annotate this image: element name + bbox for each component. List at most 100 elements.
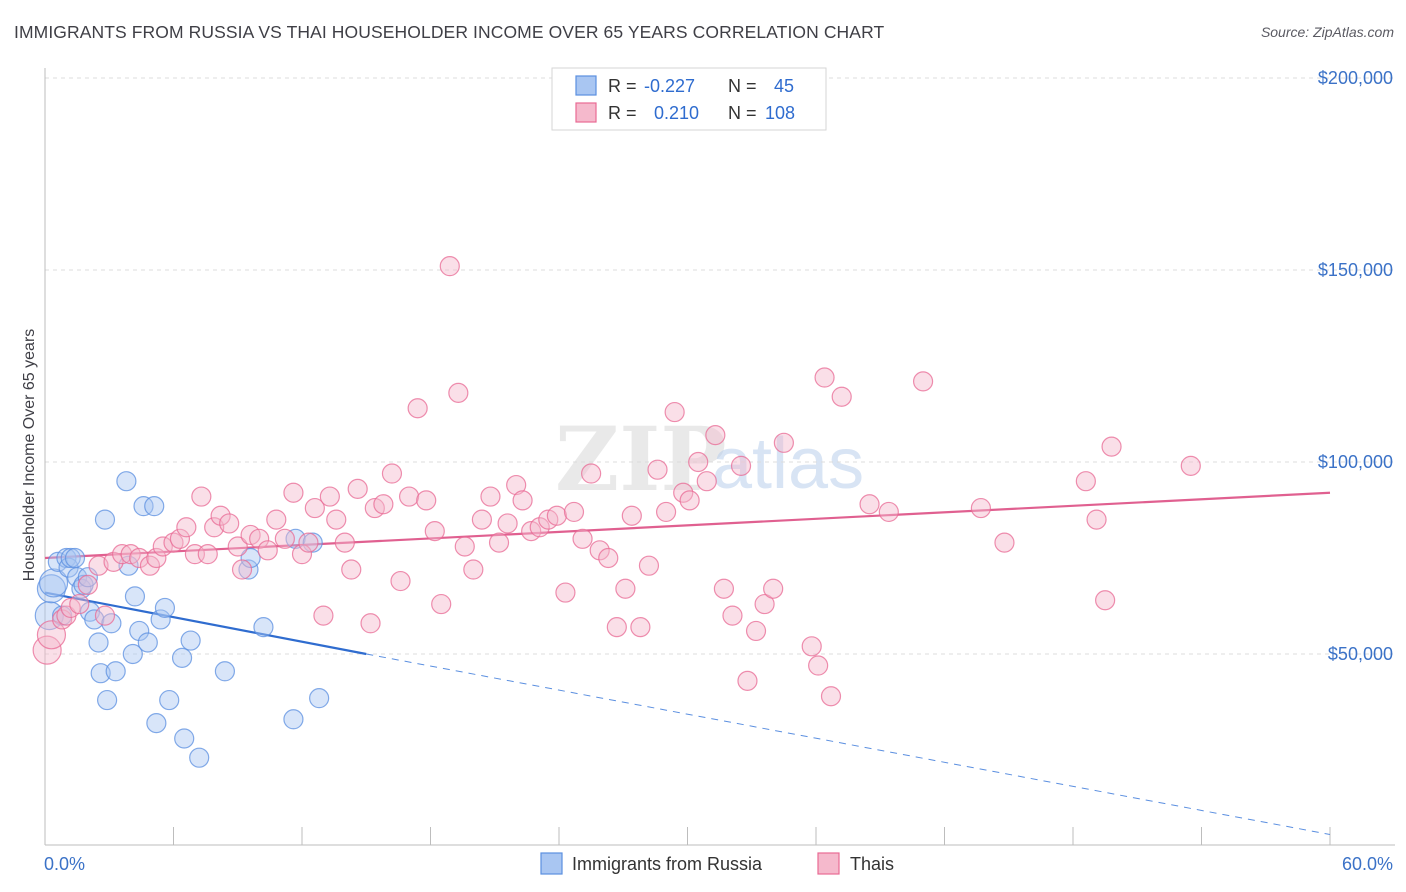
- point-thais: [615, 578, 636, 599]
- point-thais: [912, 371, 934, 392]
- point-thais: [454, 536, 475, 557]
- point-russia: [159, 689, 180, 711]
- point-russia: [90, 663, 111, 684]
- point-thais: [471, 509, 492, 530]
- point-russia: [309, 688, 330, 709]
- point-thais: [291, 544, 313, 565]
- point-thais: [298, 532, 319, 553]
- chart-title: IMMIGRANTS FROM RUSSIA VS THAI HOUSEHOLD…: [14, 22, 885, 42]
- point-russia: [38, 568, 69, 598]
- point-russia: [171, 647, 193, 668]
- series-label-thais: Thais: [850, 854, 894, 874]
- point-thais: [69, 593, 90, 615]
- legend-r-label-1: R =: [608, 76, 637, 96]
- point-russia: [240, 547, 261, 569]
- data-points: [32, 256, 1201, 768]
- point-thais: [163, 532, 184, 553]
- point-thais: [204, 517, 225, 538]
- point-thais: [546, 505, 567, 526]
- legend-swatch-thais: [575, 102, 597, 123]
- point-thais: [994, 532, 1015, 553]
- point-thais: [416, 490, 437, 511]
- point-thais: [638, 555, 660, 576]
- point-thais: [820, 686, 842, 707]
- point-russia: [94, 509, 116, 530]
- point-thais: [111, 544, 133, 565]
- point-thais: [1086, 509, 1107, 530]
- point-thais: [169, 528, 191, 549]
- point-russia: [146, 713, 167, 734]
- point-thais: [688, 451, 709, 473]
- point-russia: [174, 728, 195, 749]
- legend-r-value-2: 0.210: [654, 103, 699, 123]
- point-thais: [696, 471, 717, 492]
- y-tick-label: $150,000: [1318, 260, 1393, 280]
- point-thais: [197, 544, 218, 565]
- point-thais: [283, 482, 304, 503]
- x-tick-label: 0.0%: [44, 854, 85, 874]
- point-thais: [814, 367, 835, 388]
- point-thais: [257, 540, 278, 561]
- point-thais: [77, 574, 98, 595]
- point-thais: [589, 540, 610, 561]
- point-russia: [124, 586, 146, 607]
- point-thais: [512, 490, 533, 511]
- point-russia: [60, 547, 81, 569]
- x-tick-labels: 0.0% 60.0%: [44, 854, 1393, 874]
- legend-swatch-russia: [575, 75, 597, 96]
- point-thais: [754, 593, 775, 615]
- point-thais: [730, 455, 752, 476]
- point-thais: [647, 459, 668, 480]
- point-thais: [801, 636, 822, 657]
- point-thais: [129, 547, 150, 569]
- legend-n-label-1: N =: [728, 76, 757, 96]
- point-thais: [407, 398, 428, 419]
- point-thais: [621, 505, 642, 526]
- point-thais: [598, 547, 619, 569]
- point-thais: [424, 521, 445, 542]
- axes: [44, 68, 1395, 846]
- legend-r-label-2: R =: [608, 103, 637, 123]
- point-thais: [1075, 471, 1096, 492]
- point-russia: [253, 617, 274, 638]
- series-legend: Immigrants from Russia Thais: [540, 852, 894, 875]
- point-thais: [745, 620, 767, 642]
- point-thais: [431, 593, 452, 615]
- point-thais: [679, 490, 700, 511]
- point-russia: [180, 630, 201, 651]
- point-thais: [480, 486, 501, 507]
- point-thais: [630, 617, 651, 638]
- watermark: ZIP atlas: [555, 407, 864, 511]
- point-thais: [529, 517, 550, 538]
- point-thais: [1180, 455, 1201, 476]
- point-thais: [274, 528, 295, 549]
- point-thais: [859, 494, 880, 515]
- point-russia: [285, 528, 306, 549]
- point-thais: [831, 386, 852, 407]
- series-label-russia: Immigrants from Russia: [572, 854, 763, 874]
- watermark-atlas: atlas: [712, 424, 864, 504]
- legend-n-value-2: 108: [765, 103, 795, 123]
- point-russia: [88, 632, 109, 653]
- point-thais: [176, 517, 197, 538]
- legend-n-value-1: 45: [774, 76, 794, 96]
- point-thais: [970, 497, 992, 519]
- point-russia: [144, 496, 165, 517]
- point-thais: [572, 528, 593, 549]
- point-russia: [116, 471, 137, 492]
- point-thais: [152, 536, 173, 557]
- point-thais: [808, 655, 829, 676]
- point-thais: [1095, 590, 1116, 611]
- source-label: Source: ZipAtlas.com: [1260, 24, 1394, 40]
- point-thais: [227, 536, 248, 557]
- point-thais: [390, 570, 411, 592]
- point-thais: [94, 605, 116, 626]
- point-russia: [189, 747, 210, 768]
- point-thais: [146, 547, 167, 569]
- x-tick-label: 60.0%: [1342, 854, 1393, 874]
- watermark-zip: ZIP: [555, 407, 727, 511]
- y-tick-label: $100,000: [1318, 452, 1393, 472]
- point-russia: [137, 632, 158, 653]
- point-thais: [249, 528, 270, 549]
